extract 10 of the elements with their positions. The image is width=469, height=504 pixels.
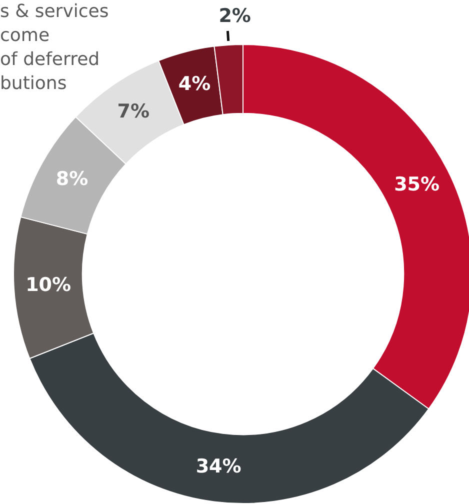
data-label: 35% bbox=[394, 173, 440, 196]
data-label: 10% bbox=[26, 274, 72, 296]
text: of deferred butions bbox=[0, 48, 101, 96]
data-label: 34% bbox=[196, 455, 242, 478]
text: come bbox=[0, 24, 51, 48]
data-label: 8% bbox=[56, 168, 88, 190]
text: s & services bbox=[0, 0, 110, 24]
data-label: 2% bbox=[218, 4, 251, 27]
data-label: 4% bbox=[178, 72, 211, 95]
data-label: 7% bbox=[117, 100, 150, 123]
